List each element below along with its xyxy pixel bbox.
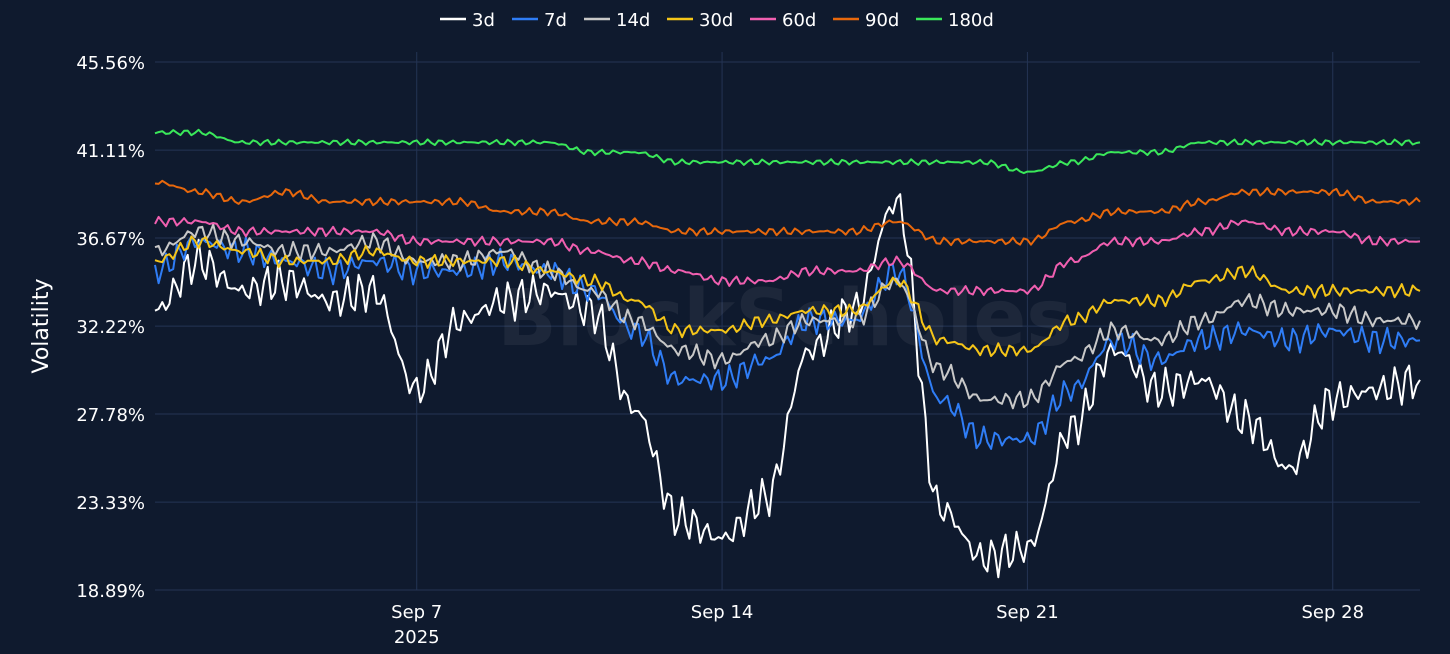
legend-label-180d: 180d (948, 10, 994, 31)
x-tick-label: Sep 28 (1301, 602, 1364, 623)
y-tick-label: 45.56% (76, 53, 145, 74)
axis-layer: 18.89% 23.33% 27.78% 32.22% 36.67% 41.11% 45.5… (76, 53, 1364, 648)
legend: 3d 7d 14d 30d 60d 90d 180d (440, 10, 994, 31)
x-tick-sublabel: 2025 (394, 627, 440, 648)
y-tick-label: 18.89% (76, 581, 145, 602)
legend-label-7d: 7d (544, 10, 567, 31)
legend-label-3d: 3d (472, 10, 495, 31)
y-tick-label: 41.11% (76, 141, 145, 162)
y-tick-label: 32.22% (76, 317, 145, 338)
legend-label-90d: 90d (865, 10, 899, 31)
y-tick-label: 23.33% (76, 493, 145, 514)
series-line-180d (154, 128, 1421, 175)
legend-label-14d: 14d (616, 10, 650, 31)
legend-label-60d: 60d (782, 10, 816, 31)
legend-label-30d: 30d (699, 10, 733, 31)
x-tick-label: Sep 14 (691, 602, 754, 623)
series-line-30d (154, 235, 1421, 357)
series-line-3d (154, 193, 1421, 579)
series-line-90d (154, 179, 1421, 247)
y-tick-label: 27.78% (76, 405, 145, 426)
y-tick-label: 36.67% (76, 229, 145, 250)
y-axis-label: Volatility (29, 278, 54, 373)
series-line-60d (154, 215, 1421, 297)
series-line-7d (154, 235, 1421, 450)
x-tick-label: Sep 7 (391, 602, 442, 623)
grid-layer (155, 52, 1420, 591)
x-tick-label: Sep 21 (996, 602, 1059, 623)
series-layer (154, 128, 1421, 579)
